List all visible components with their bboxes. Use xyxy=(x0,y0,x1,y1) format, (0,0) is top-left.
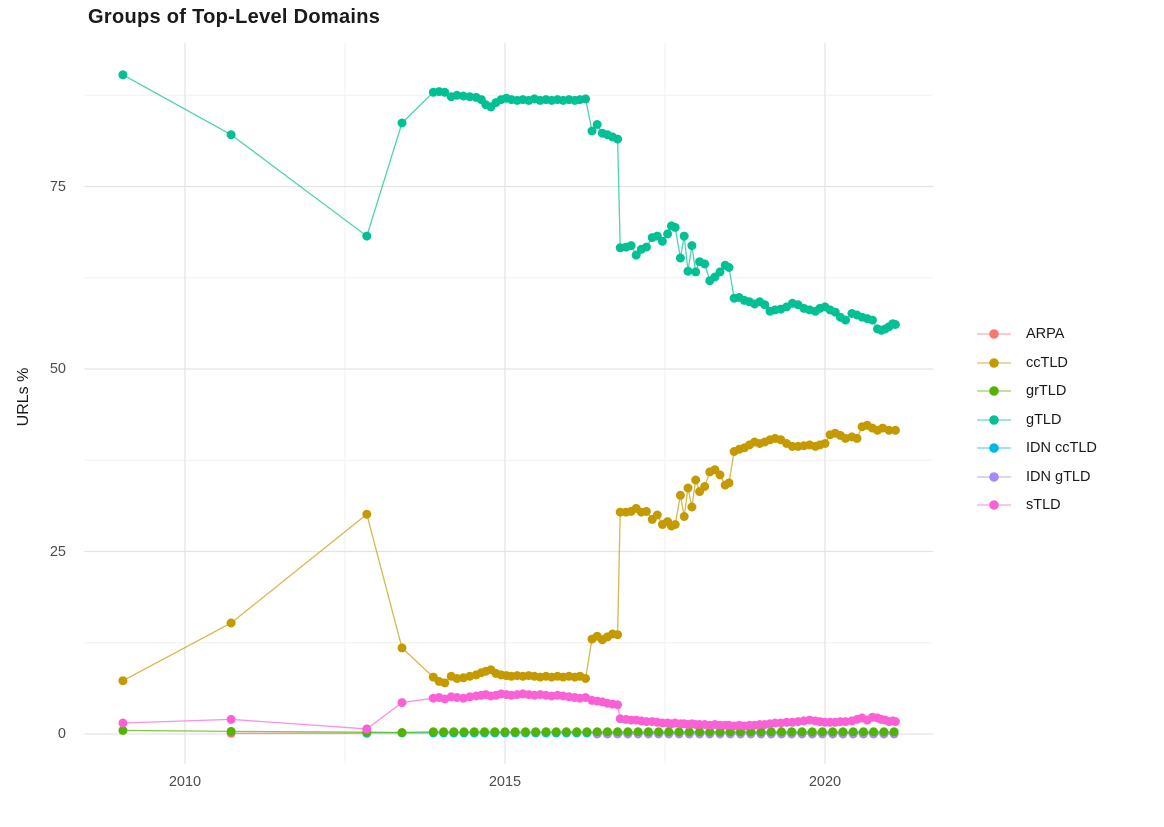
y-tick-25: 25 xyxy=(49,543,66,560)
y-tick-0: 0 xyxy=(57,726,66,742)
y-tick-75: 75 xyxy=(49,178,66,195)
legend-row-gtld: gTLD xyxy=(976,406,1097,435)
legend-key-icon xyxy=(977,329,1011,340)
legend-label: gTLD xyxy=(1026,411,1062,428)
legend-key-icon xyxy=(977,357,1011,368)
legend-label: ARPA xyxy=(1026,326,1065,343)
legend-key-icon xyxy=(977,443,1011,454)
legend-label: IDN ccTLD xyxy=(1026,440,1097,457)
legend-row-stld: sTLD xyxy=(976,491,1097,520)
legend-key-icon xyxy=(977,386,1011,397)
legend-row-arpa: ARPA xyxy=(976,320,1097,349)
y-tick-50: 50 xyxy=(49,361,66,377)
legend-label: grTLD xyxy=(1026,383,1067,400)
legend-row-idn-cctld: IDN ccTLD xyxy=(976,434,1097,463)
legend-row-idn-gtld: IDN gTLD xyxy=(976,463,1097,492)
legend-row-grtld: grTLD xyxy=(976,377,1097,406)
legend-row-cctld: ccTLD xyxy=(976,349,1097,378)
legend-label: sTLD xyxy=(1026,497,1061,514)
legend-key-icon xyxy=(977,414,1011,425)
x-tick-2015: 2015 xyxy=(488,774,522,790)
legend-label: ccTLD xyxy=(1026,354,1068,371)
x-tick-2010: 2010 xyxy=(168,774,202,790)
x-tick-2020: 2020 xyxy=(808,774,842,790)
legend-key-icon xyxy=(977,471,1011,482)
legend-key-icon xyxy=(977,500,1011,511)
chart-title: Groups of Top-Level Domains xyxy=(88,6,381,28)
legend-label: IDN gTLD xyxy=(1026,468,1091,485)
legend: ARPA ccTLD grTLD gTLD IDN ccTLD IDN gTLD… xyxy=(976,320,1097,520)
